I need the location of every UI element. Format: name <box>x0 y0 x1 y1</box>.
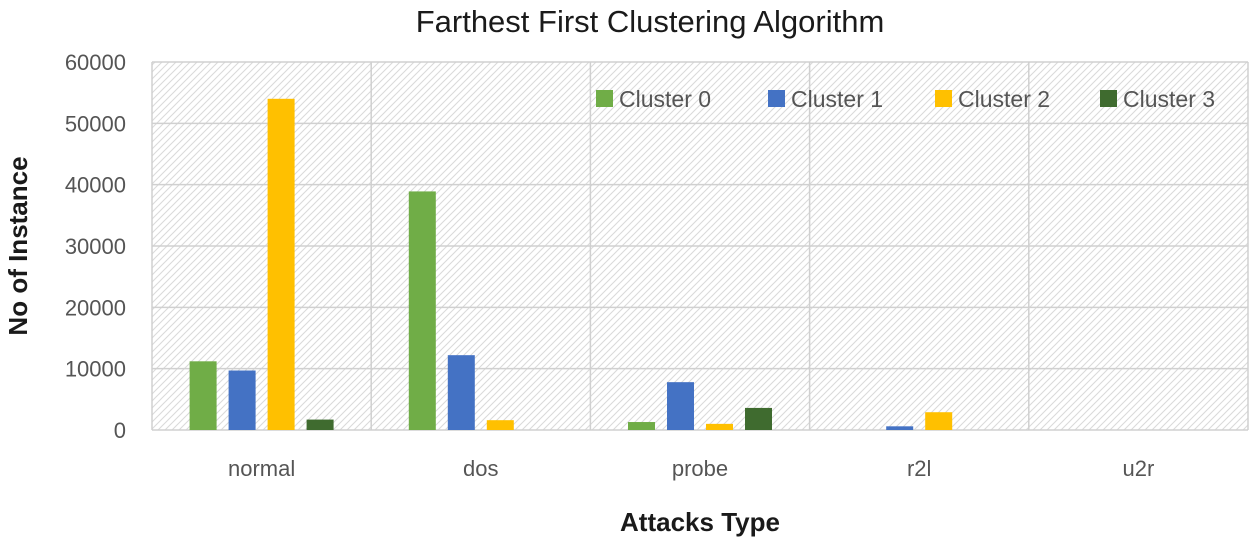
bar-normal-cluster-0 <box>189 361 217 430</box>
bar-probe-cluster-2 <box>706 423 733 430</box>
y-tick-label: 40000 <box>65 173 126 198</box>
y-tick-label: 10000 <box>65 357 126 382</box>
bar-probe-cluster-1 <box>667 382 694 430</box>
bar-dos-cluster-2 <box>486 420 514 430</box>
legend-swatch <box>768 90 785 107</box>
legend: Cluster 0 Cluster 1 Cluster 2 Cluster 3 <box>596 86 1215 112</box>
y-tick-label: 60000 <box>65 50 126 75</box>
bar-probe-cluster-3 <box>745 407 772 430</box>
bar-r2l-cluster-1 <box>886 426 914 430</box>
bar-dos-cluster-0 <box>408 191 436 430</box>
gridlines <box>151 61 1249 431</box>
x-tick-label: normal <box>228 456 295 481</box>
legend-item: Cluster 3 <box>1100 86 1215 112</box>
x-tick-label: probe <box>672 456 728 481</box>
y-tick-label: 30000 <box>65 234 126 259</box>
bar-normal-cluster-2 <box>267 98 295 431</box>
y-axis-ticks: 0 10000 20000 30000 40000 50000 60000 <box>65 50 126 443</box>
bar-normal-cluster-1 <box>228 370 256 430</box>
legend-item: Cluster 1 <box>768 86 883 112</box>
x-tick-label: r2l <box>907 456 931 481</box>
legend-label: Cluster 2 <box>958 86 1050 112</box>
bar-normal-cluster-3 <box>306 419 334 430</box>
y-tick-label: 20000 <box>65 295 126 320</box>
x-axis-title: Attacks Type <box>620 507 780 537</box>
legend-swatch <box>1100 90 1117 107</box>
legend-item: Cluster 2 <box>935 86 1050 112</box>
y-axis-title: No of Instance <box>3 156 33 335</box>
chart-title: Farthest First Clustering Algorithm <box>416 4 885 39</box>
x-axis-ticks: normal dos probe r2l u2r <box>228 456 1154 481</box>
x-tick-label: dos <box>463 456 498 481</box>
bar-r2l-cluster-2 <box>925 412 953 430</box>
bar-dos-cluster-1 <box>447 355 475 430</box>
legend-label: Cluster 3 <box>1123 86 1215 112</box>
x-tick-label: u2r <box>1123 456 1155 481</box>
legend-item: Cluster 0 <box>596 86 711 112</box>
legend-swatch <box>596 90 613 107</box>
bar-probe-cluster-0 <box>628 422 655 430</box>
bars <box>189 98 953 431</box>
legend-swatch <box>935 90 952 107</box>
y-tick-label: 0 <box>114 418 126 443</box>
legend-label: Cluster 0 <box>619 86 711 112</box>
legend-label: Cluster 1 <box>791 86 883 112</box>
y-tick-label: 50000 <box>65 111 126 136</box>
